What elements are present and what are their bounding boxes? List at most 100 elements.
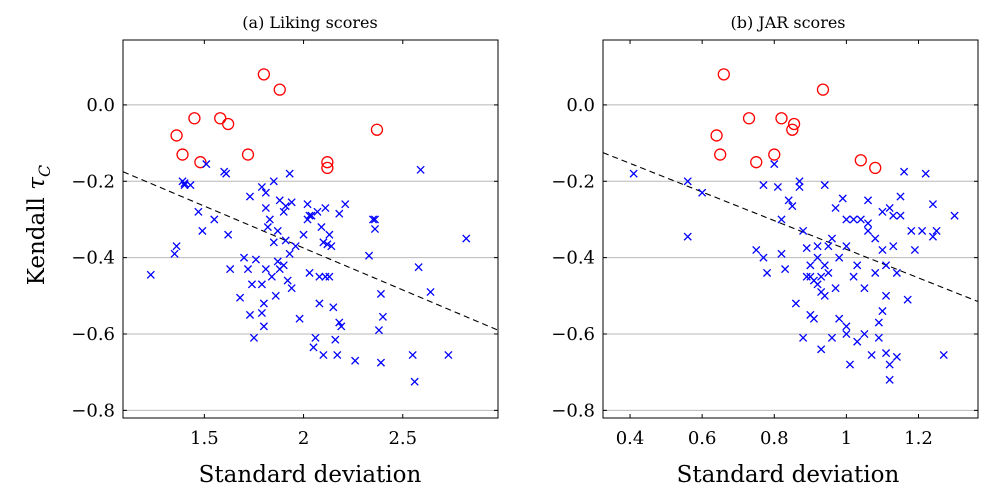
data-point-cross [243, 265, 253, 274]
y-axis-label-subscript: C [35, 165, 54, 177]
data-point-cross [374, 326, 384, 335]
panel-title-jar: (b) JAR scores [730, 13, 845, 32]
data-point-cross [309, 343, 318, 352]
data-point-cross [827, 234, 837, 243]
data-point-cross [331, 335, 340, 344]
data-point-cross [305, 268, 314, 277]
data-point-cross [928, 232, 937, 241]
data-point-cross [186, 181, 195, 190]
data-point-cross [629, 169, 638, 178]
data-point-cross [368, 215, 378, 224]
data-point-cross [820, 181, 829, 190]
data-point-cross [337, 322, 346, 331]
data-point-cross [287, 198, 296, 207]
data-point-cross [777, 215, 786, 224]
data-point-cross [287, 284, 296, 293]
data-point-cross [831, 203, 840, 213]
plot-frame [122, 39, 499, 419]
data-point-cross [321, 203, 330, 213]
data-point-cross [327, 242, 336, 251]
y-tick-label: 0.0 [86, 95, 115, 116]
data-point-cross [817, 272, 826, 281]
data-point-cross [683, 177, 692, 186]
x-tick-label: 0.6 [688, 428, 717, 449]
data-point-cross [245, 192, 255, 201]
data-point-cross [860, 284, 869, 293]
data-point-cross [885, 375, 894, 384]
data-point-circle [194, 156, 207, 169]
data-point-cross [863, 219, 873, 228]
data-point-cross [279, 261, 288, 270]
data-point-cross [335, 209, 344, 218]
data-point-cross [261, 265, 270, 274]
data-point-circle [710, 129, 723, 142]
data-point-cross [835, 314, 844, 323]
data-point-cross [795, 177, 804, 186]
data-point-cross [881, 291, 891, 300]
data-point-circle [854, 154, 867, 167]
data-point-cross [759, 253, 768, 262]
data-point-cross [881, 261, 891, 270]
data-point-circle [742, 112, 756, 125]
data-point-cross [918, 226, 927, 235]
data-point-cross [820, 261, 829, 270]
data-point-cross [295, 314, 304, 323]
data-point-cross [853, 337, 862, 346]
trend-line [122, 171, 499, 331]
data-point-cross [878, 245, 887, 255]
data-point-cross [283, 276, 292, 285]
data-point-circle [869, 161, 882, 175]
data-point-cross [146, 270, 155, 279]
data-point-cross [315, 272, 324, 281]
data-point-cross [863, 196, 873, 205]
data-point-cross [378, 312, 387, 321]
data-point-cross [194, 207, 203, 216]
data-point-cross [251, 255, 260, 264]
data-point-cross [315, 299, 324, 308]
data-point-cross [896, 192, 905, 201]
data-point-cross [370, 215, 380, 224]
data-point-cross [791, 299, 800, 308]
data-point-cross [319, 350, 328, 360]
data-point-cross [416, 165, 425, 174]
data-point-cross [892, 268, 901, 277]
data-point-cross [950, 211, 959, 220]
data-point-cross [874, 318, 883, 327]
data-point-cross [939, 350, 948, 360]
data-point-cross [335, 318, 344, 327]
data-point-cross [247, 280, 257, 289]
data-point-circle [786, 123, 799, 136]
data-point-cross [827, 333, 837, 342]
data-point-cross [245, 310, 255, 319]
x-tick-label: 1 [841, 428, 852, 449]
data-point-cross [303, 200, 312, 209]
data-point-cross [273, 226, 282, 235]
data-point-cross [892, 352, 901, 361]
data-point-circle [176, 148, 189, 161]
x-axis-label-liking: Standard deviation [199, 462, 422, 488]
data-point-cross [462, 234, 471, 243]
data-point-cross [259, 299, 268, 308]
data-point-cross [226, 265, 235, 274]
trend-line [602, 152, 979, 303]
data-point-cross [305, 211, 314, 220]
data-point-cross [900, 167, 909, 176]
data-point-cross [896, 211, 905, 220]
data-point-cross [376, 358, 385, 367]
data-point-cross [410, 377, 419, 386]
data-point-cross [831, 284, 840, 293]
data-point-circle [273, 83, 286, 96]
data-point-cross [281, 202, 290, 211]
data-point-cross [279, 207, 288, 216]
data-point-cross [863, 226, 873, 235]
data-point-cross [210, 215, 219, 224]
data-point-cross [414, 263, 423, 272]
data-point-cross [867, 350, 876, 360]
data-point-cross [813, 253, 822, 262]
data-point-cross [257, 280, 266, 289]
data-point-cross [881, 349, 891, 358]
data-point-cross [817, 345, 826, 354]
data-point-circle [321, 161, 334, 175]
y-axis-label: Kendall τC [24, 165, 54, 285]
